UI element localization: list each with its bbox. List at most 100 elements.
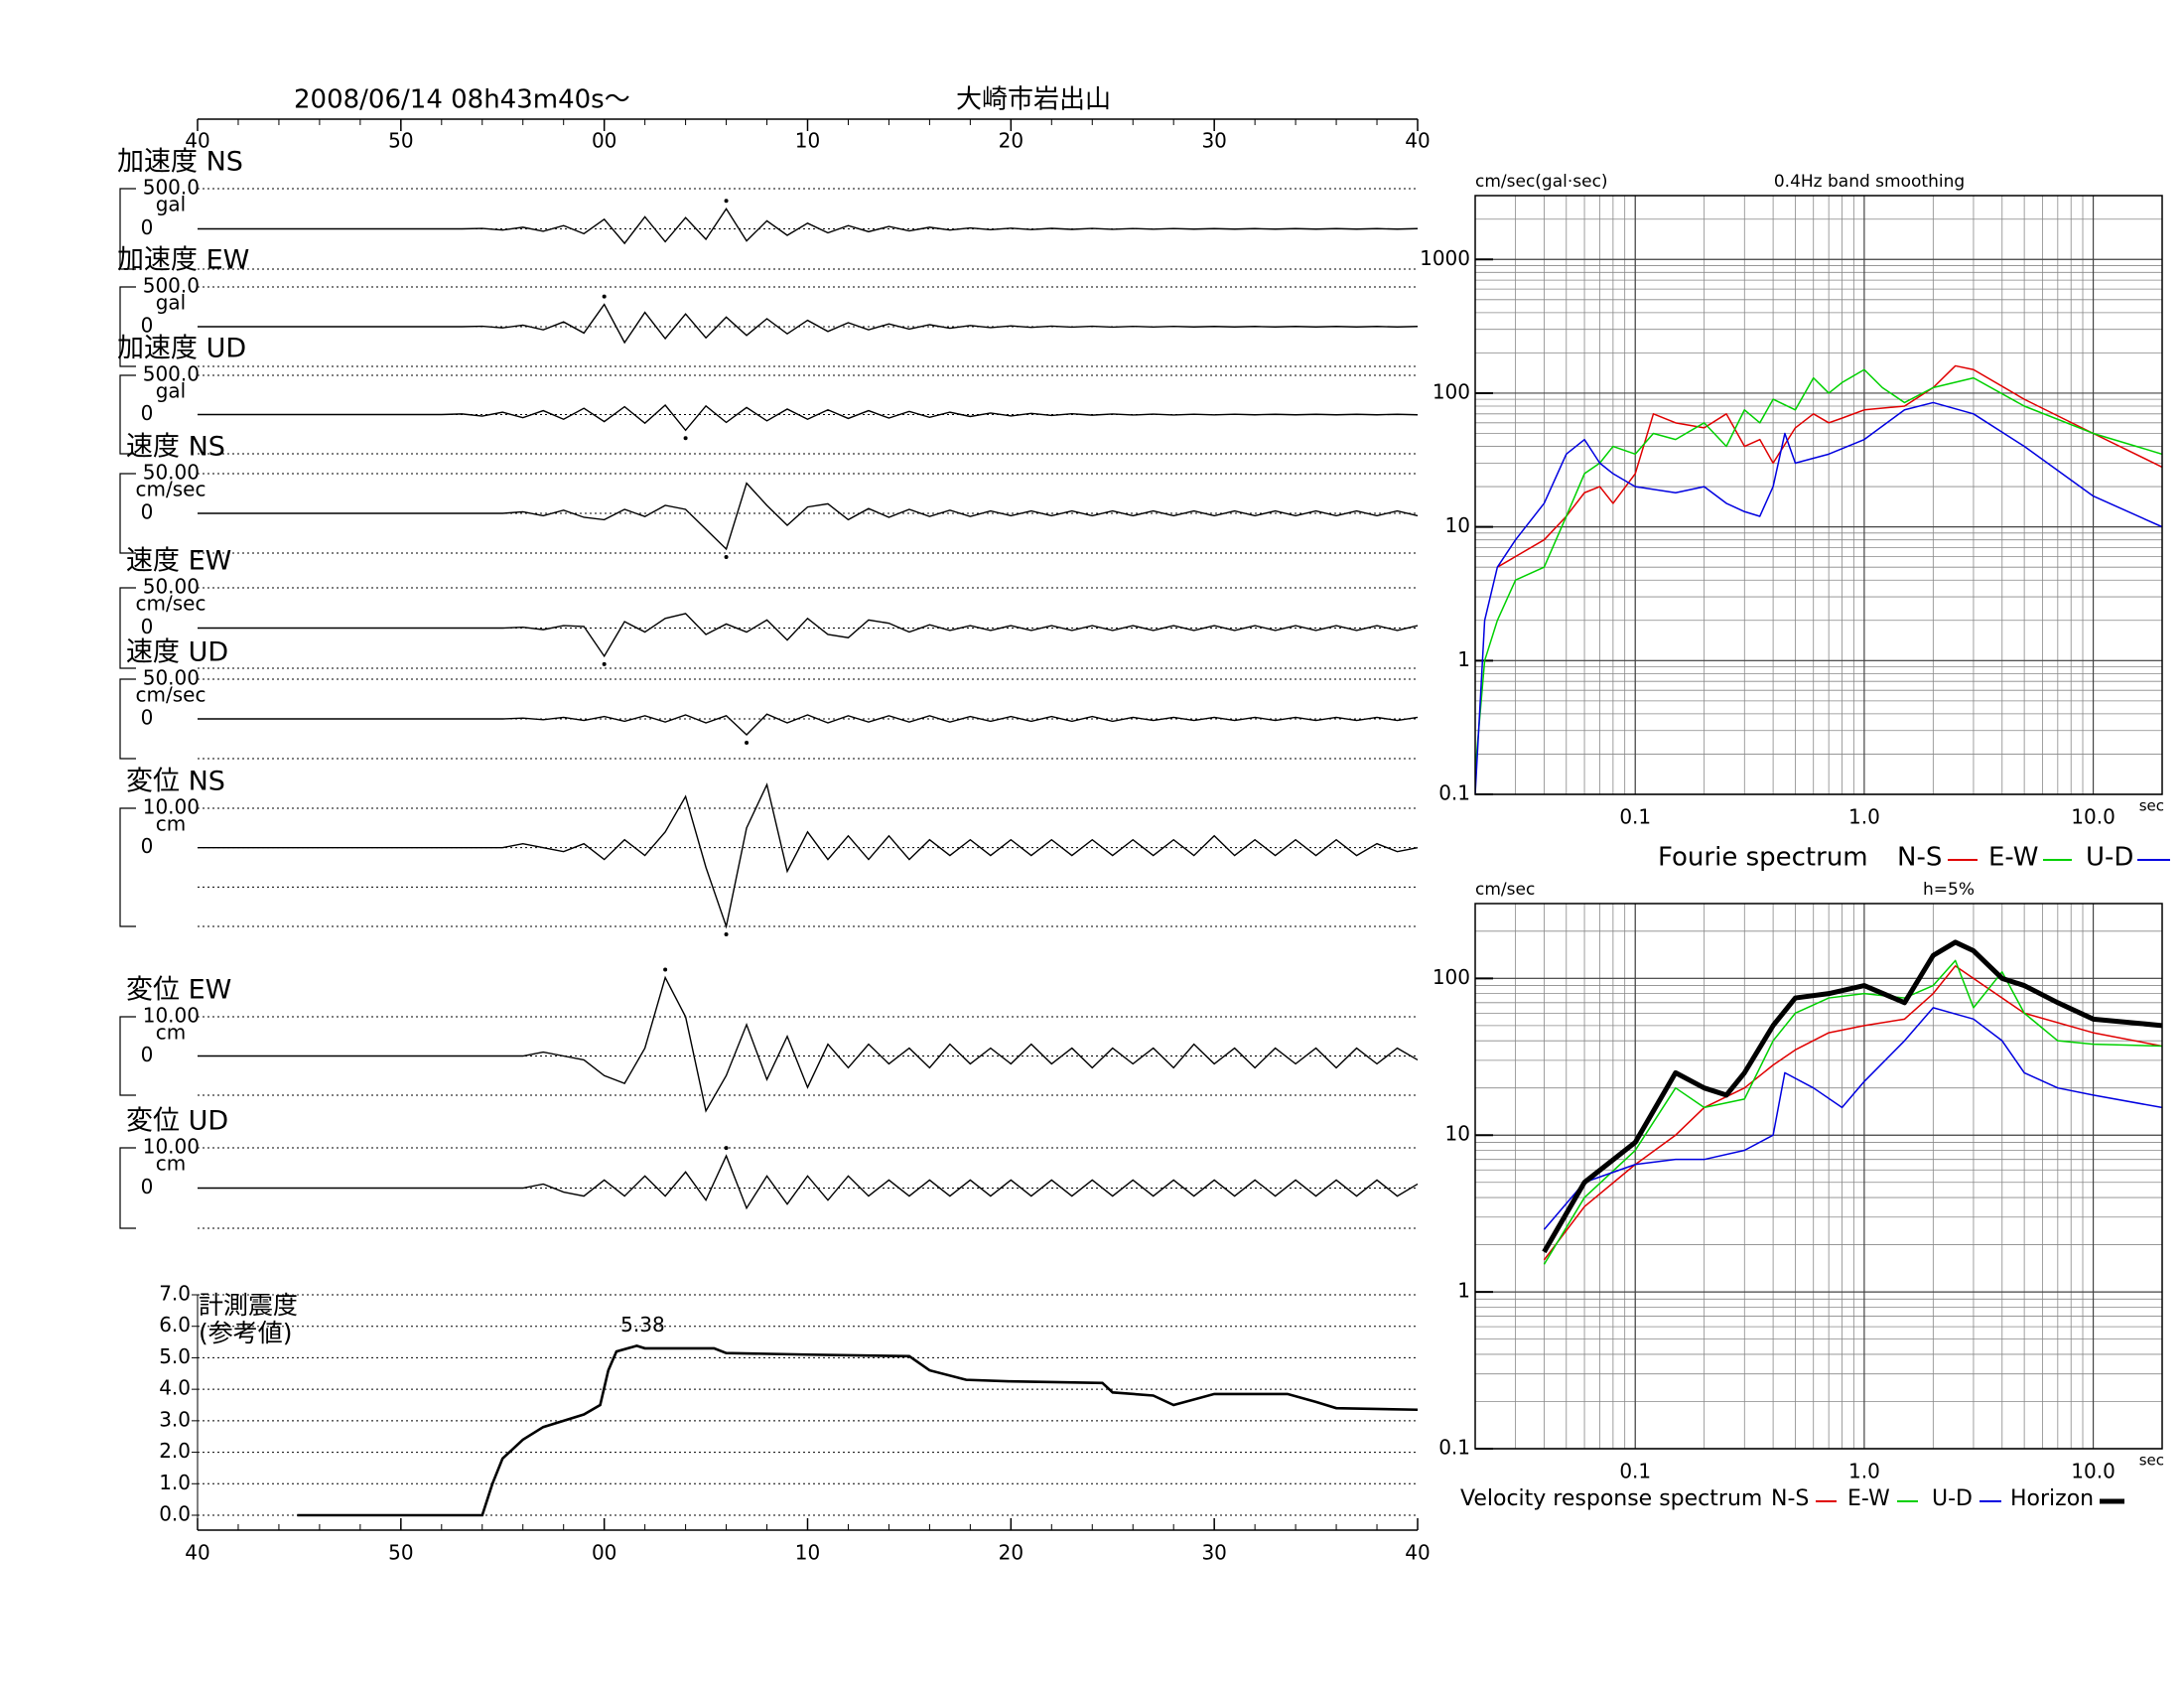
x-tick-label: 20 [999,1541,1024,1565]
y-tick-label: 1 [1457,647,1470,671]
trace-label: 速度 EW [126,546,231,577]
panel-bracket [119,1147,136,1229]
scale-label: 500.0 [143,176,200,200]
panel-bracket [119,587,136,669]
waveform [198,613,1419,658]
spectrum-plot: 0.1 1.0 10.0 0.1 1 10 100 1000 sec cm/sec(gal·sec… [1420,172,2170,873]
legend-label: E-W [1988,843,2038,873]
scale-label: 50.00 [143,575,200,599]
y-tick-label: 0.0 [159,1502,191,1526]
legend-label: Horizon [2010,1486,2094,1511]
legend-title: Fourie spectrum [1658,843,1868,873]
y-tick-label: 5.0 [159,1344,191,1368]
y-tick-label: 3.0 [159,1407,191,1431]
unit-label: cm [156,812,186,836]
x-tick-label: 1.0 [1848,805,1880,829]
spectrum-line [1543,965,2162,1261]
panel-bracket [119,188,136,270]
peak-marker [724,555,729,559]
scale-label: 50.00 [143,461,200,485]
x-tick-label: 1.0 [1848,1460,1880,1483]
x-tick-label: 30 [1201,129,1226,153]
spectrum-line [1543,959,2162,1265]
unit-label: gal [156,379,187,403]
legend-label: U-D [1932,1486,1973,1511]
y-tick-label: 10 [1445,513,1470,537]
x-tick-label: 20 [999,129,1024,153]
trace-label: 変位 NS [126,767,225,797]
scale-label: 10.00 [143,1004,200,1028]
plot-frame [1474,903,2163,1450]
panel-bracket [119,678,136,760]
x-tick-label: 40 [185,129,209,153]
panel-bracket [119,807,136,927]
trace-label: 加速度 UD [117,334,246,364]
y-tick-label: 100 [1433,965,1470,989]
x-tick-label: 10 [795,1541,820,1565]
x-tick-label: 50 [388,1541,413,1565]
x-tick-label: 10.0 [2071,805,2116,829]
unit-label: cm/sec [136,592,206,616]
unit-label: gal [156,291,187,315]
plot-area [1475,196,2162,794]
scale-label: 10.00 [143,795,200,819]
peak-marker [724,199,729,204]
y-tick-label: 2.0 [159,1439,191,1463]
trace-label: 変位 EW [126,975,231,1006]
x-tick-label: 10 [795,129,820,153]
y-tick-label: 10 [1445,1122,1470,1146]
y-tick-label: 0.1 [1438,781,1470,805]
y-tick-label: 1 [1457,1279,1470,1303]
record-datetime: 2008/06/14 08h43m40s〜 [294,85,630,115]
waveform [198,303,1419,345]
x-tick-label: 40 [1405,129,1430,153]
scale-label: 500.0 [143,274,200,298]
waveform [198,713,1419,736]
scale-label: 500.0 [143,362,200,386]
unit-label: gal [156,193,187,216]
legend-title: Velocity response spectrum [1460,1486,1762,1511]
x-tick-label: 40 [1405,1541,1430,1565]
station-name: 大崎市岩出山 [956,85,1111,115]
panel-bracket [119,1016,136,1096]
spectrum-plot: 0.1 1.0 10.0 0.1 1 10 100 sec cm/sec h=5% N-S E-W U-… [1433,880,2164,1511]
zero-label: 0 [141,401,154,425]
x-unit: sec [2139,1452,2164,1470]
zero-label: 0 [141,834,154,858]
trace-label: 速度 NS [126,432,225,463]
legend-label: N-S [1771,1486,1809,1511]
waveform [198,482,1419,551]
x-tick-label: 50 [388,129,413,153]
y-tick-label: 0.1 [1438,1436,1470,1460]
unit-label: cm [156,1021,186,1045]
y-tick-label: 100 [1433,379,1470,403]
y-axis-label: cm/sec(gal·sec) [1475,172,1608,192]
trace-label: 加速度 EW [117,245,249,276]
plot-note: 0.4Hz band smoothing [1774,172,1965,192]
x-tick-label: 00 [592,1541,616,1565]
y-tick-label: 7.0 [159,1282,191,1306]
x-tick-label: 10.0 [2071,1460,2116,1483]
spectrum-line [1543,1007,2162,1230]
intensity-label: 計測震度 [199,1291,298,1320]
x-tick-label: 40 [185,1541,209,1565]
scale-label: 50.00 [143,666,200,690]
unit-label: cm/sec [136,478,206,501]
spectrum-line [1475,368,2162,772]
legend-label: N-S [1897,843,1942,873]
x-tick-label: 0.1 [1619,805,1651,829]
trace-label: 速度 UD [126,637,228,668]
panel-bracket [119,473,136,554]
peak-marker [663,967,668,972]
scale-label: 10.00 [143,1135,200,1159]
